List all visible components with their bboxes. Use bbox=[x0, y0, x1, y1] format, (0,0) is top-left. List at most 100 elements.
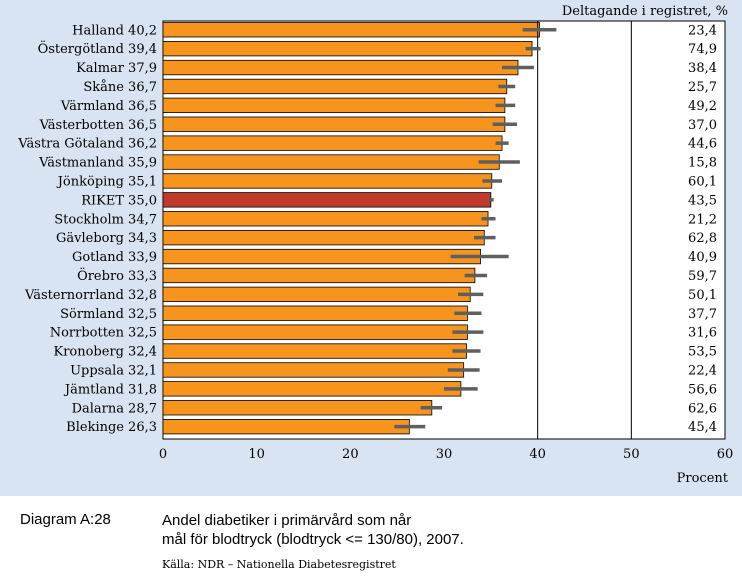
value-label-17: 32,5 bbox=[128, 326, 157, 341]
category-label-18: Kronoberg bbox=[53, 345, 124, 360]
value-label-19: 32,1 bbox=[128, 363, 157, 378]
participation-value-1: 23,4 bbox=[688, 23, 717, 38]
source-note: Källa: NDR – Nationella Diabetesregistre… bbox=[162, 558, 396, 571]
category-label-20: Jämtland bbox=[63, 382, 124, 397]
figure-label: Diagram A:28 bbox=[20, 511, 111, 528]
participation-value-5: 49,2 bbox=[688, 99, 717, 114]
category-label-13: Gotland bbox=[72, 250, 124, 265]
value-label-21: 28,7 bbox=[128, 401, 157, 416]
x-tick-label-4: 30 bbox=[436, 447, 453, 462]
bar-1 bbox=[162, 22, 540, 38]
participation-value-10: 43,5 bbox=[688, 193, 717, 208]
category-label-2: Östergötland bbox=[38, 40, 124, 57]
participation-value-14: 59,7 bbox=[688, 269, 717, 284]
bar-6 bbox=[162, 116, 506, 132]
bar-5 bbox=[162, 97, 506, 113]
chart-panel: Halland 40,2 23,4 Östergötland 39,4 74,9 Kalma… bbox=[0, 0, 742, 496]
category-label-21: Dalarna bbox=[72, 401, 125, 416]
category-label-12: Gävleborg bbox=[56, 231, 124, 246]
participation-value-3: 38,4 bbox=[688, 61, 717, 76]
category-label-1: Halland bbox=[72, 23, 124, 38]
category-label-19: Uppsala bbox=[70, 363, 124, 378]
bar-11 bbox=[162, 211, 489, 227]
x-tick-label-5: 40 bbox=[529, 447, 546, 462]
participation-value-11: 21,2 bbox=[688, 212, 717, 227]
value-label-12: 34,3 bbox=[128, 231, 157, 246]
participation-value-19: 22,4 bbox=[688, 363, 717, 378]
participation-value-6: 37,0 bbox=[688, 118, 717, 133]
caption-line-2: mål för blodtryck (blodtryck <= 130/80),… bbox=[162, 531, 464, 548]
participation-value-13: 40,9 bbox=[688, 250, 717, 265]
x-tick-label-1: 0 bbox=[159, 447, 167, 462]
bar-16 bbox=[162, 305, 468, 321]
participation-header: Deltagande i registret, % bbox=[562, 4, 728, 19]
bar-13 bbox=[162, 248, 481, 265]
value-label-4: 36,7 bbox=[128, 80, 157, 95]
category-label-6: Västerbotten bbox=[39, 118, 125, 133]
value-label-10: 35,0 bbox=[128, 193, 157, 208]
bar-9 bbox=[162, 173, 493, 189]
participation-value-8: 15,8 bbox=[688, 156, 717, 171]
x-tick-label-6: 50 bbox=[623, 447, 640, 462]
bar-22 bbox=[162, 418, 410, 435]
value-label-2: 39,4 bbox=[128, 42, 157, 57]
bar-17 bbox=[162, 324, 468, 340]
bar-3 bbox=[162, 59, 519, 76]
value-label-9: 35,1 bbox=[128, 174, 157, 189]
participation-value-21: 62,6 bbox=[688, 401, 717, 416]
category-label-15: Västernorrland bbox=[24, 288, 124, 303]
x-tick-label-2: 10 bbox=[248, 447, 265, 462]
category-label-7: Västra Götaland bbox=[17, 137, 124, 152]
participation-value-16: 37,7 bbox=[688, 307, 717, 322]
bar-8 bbox=[162, 154, 500, 170]
bar-10 bbox=[162, 192, 492, 208]
x-axis-title: Procent bbox=[677, 471, 729, 486]
category-label-4: Skåne bbox=[83, 79, 124, 95]
category-label-16: Sörmland bbox=[60, 307, 124, 322]
bar-4 bbox=[162, 78, 508, 95]
bar-14 bbox=[162, 267, 476, 284]
bar-chart: Halland 40,2 23,4 Östergötland 39,4 74,9 Kalma… bbox=[17, 4, 734, 486]
value-label-13: 33,9 bbox=[128, 250, 157, 265]
value-label-15: 32,8 bbox=[128, 288, 157, 303]
value-label-5: 36,5 bbox=[128, 99, 157, 114]
x-tick-label-3: 20 bbox=[342, 447, 359, 462]
bar-15 bbox=[162, 286, 471, 303]
category-label-22: Blekinge bbox=[66, 420, 124, 435]
value-label-16: 32,5 bbox=[128, 307, 157, 322]
participation-value-18: 53,5 bbox=[688, 345, 717, 360]
value-label-3: 37,9 bbox=[128, 61, 157, 76]
bar-20 bbox=[162, 381, 462, 397]
category-label-9: Jönköping bbox=[56, 174, 124, 189]
participation-value-2: 74,9 bbox=[688, 42, 717, 57]
bar-21 bbox=[162, 400, 433, 416]
figure-caption: Andel diabetiker i primärvård som når må… bbox=[162, 511, 722, 549]
participation-value-4: 25,7 bbox=[688, 80, 717, 95]
category-label-10: RIKET bbox=[81, 193, 124, 208]
category-label-5: Värmland bbox=[60, 99, 124, 114]
participation-value-7: 44,6 bbox=[688, 137, 717, 152]
participation-value-9: 60,1 bbox=[688, 174, 717, 189]
value-label-20: 31,8 bbox=[128, 382, 157, 397]
bar-2 bbox=[162, 41, 533, 57]
caption-line-1: Andel diabetiker i primärvård som når bbox=[162, 512, 412, 529]
bar-19 bbox=[162, 362, 465, 378]
value-label-18: 32,4 bbox=[128, 345, 157, 360]
value-label-1: 40,2 bbox=[128, 23, 157, 38]
participation-value-15: 50,1 bbox=[688, 288, 717, 303]
category-label-17: Norrbotten bbox=[50, 326, 125, 341]
participation-value-20: 56,6 bbox=[688, 382, 717, 397]
category-label-8: Västmanland bbox=[38, 156, 124, 171]
value-label-11: 34,7 bbox=[128, 212, 157, 227]
value-label-8: 35,9 bbox=[128, 156, 157, 171]
x-tick-label-7: 60 bbox=[717, 447, 734, 462]
category-label-3: Kalmar bbox=[76, 61, 125, 76]
participation-value-17: 31,6 bbox=[688, 326, 717, 341]
bar-12 bbox=[162, 229, 485, 246]
bar-7 bbox=[162, 135, 503, 151]
bar-18 bbox=[162, 343, 467, 359]
value-label-7: 36,2 bbox=[128, 137, 157, 152]
value-label-14: 33,3 bbox=[128, 269, 157, 284]
participation-value-12: 62,8 bbox=[688, 231, 717, 246]
